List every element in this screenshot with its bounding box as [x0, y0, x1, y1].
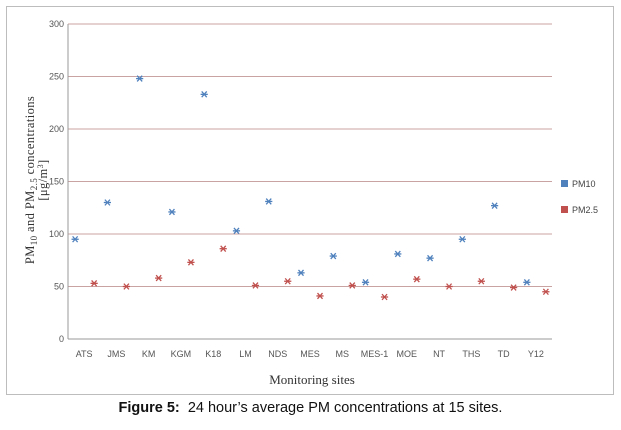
- point-pm25: [542, 289, 549, 295]
- x-tick-label: K18: [205, 349, 221, 359]
- grid: [68, 24, 552, 339]
- legend-label-pm10: PM10: [572, 179, 596, 189]
- x-axis-label: Monitoring sites: [269, 372, 355, 387]
- x-tick-label: JMS: [107, 349, 125, 359]
- point-pm25: [316, 293, 323, 299]
- y-tick-label: 250: [49, 72, 64, 82]
- point-pm10: [426, 255, 433, 261]
- point-pm25: [220, 246, 227, 252]
- y-axis-label-line2: [μg/m3]: [36, 159, 50, 200]
- x-tick-label: MOE: [397, 349, 418, 359]
- y-tick-label: 0: [59, 334, 64, 344]
- caption-text: 24 hour’s average PM concentrations at 1…: [188, 400, 503, 416]
- x-tick-label: MES: [300, 349, 320, 359]
- point-pm10: [330, 253, 337, 259]
- point-pm10: [201, 91, 208, 97]
- point-pm25: [284, 278, 291, 284]
- point-pm10: [523, 279, 530, 285]
- x-tick-label: MES-1: [361, 349, 389, 359]
- point-pm25: [187, 259, 194, 265]
- point-pm10: [104, 200, 111, 206]
- point-pm10: [72, 236, 79, 242]
- legend-label-pm25: PM2.5: [572, 205, 598, 215]
- x-tick-label: KGM: [171, 349, 192, 359]
- y-tick-label: 150: [49, 177, 64, 187]
- point-pm25: [252, 283, 259, 289]
- x-tick-label: LM: [239, 349, 252, 359]
- legend-swatch-pm25: [561, 206, 568, 213]
- caption-label: Figure 5:: [119, 400, 180, 416]
- point-pm10: [297, 270, 304, 276]
- point-pm25: [510, 285, 517, 291]
- point-pm10: [233, 228, 240, 234]
- point-pm10: [265, 199, 272, 205]
- legend: PM10 PM2.5: [561, 179, 598, 215]
- x-tick-label: NDS: [268, 349, 287, 359]
- point-pm25: [349, 283, 356, 289]
- y-tick-label: 200: [49, 124, 64, 134]
- x-tick-label: TD: [498, 349, 510, 359]
- x-tick-label: KM: [142, 349, 156, 359]
- point-pm25: [445, 284, 452, 290]
- point-pm10: [168, 209, 175, 215]
- x-tick-label: MS: [336, 349, 350, 359]
- legend-swatch-pm10: [561, 180, 568, 187]
- y-tick-label: 100: [49, 229, 64, 239]
- point-pm25: [478, 278, 485, 284]
- point-pm10: [394, 251, 401, 257]
- point-pm25: [381, 294, 388, 300]
- point-pm10: [459, 236, 466, 242]
- y-tick-label: 50: [54, 282, 64, 292]
- x-tick-label: Y12: [528, 349, 544, 359]
- x-axis-ticks: ATS JMS KM KGM K18 LM NDS MES MS MES-1 MOE NT THS TD Y…: [76, 349, 544, 359]
- y-axis-ticks: 0 50 100 150 200 250 300: [49, 19, 64, 344]
- x-tick-label: NT: [433, 349, 445, 359]
- point-pm25: [91, 280, 98, 286]
- chart: 0 50 100 150 200 250 300 ATS JMS KM KGM K18 LM NDS ME…: [0, 0, 621, 398]
- point-pm25: [123, 284, 130, 290]
- figure-caption: Figure 5: 24 hour’s average PM concentra…: [0, 400, 621, 416]
- y-tick-label: 300: [49, 19, 64, 29]
- point-pm10: [491, 203, 498, 209]
- y-axis-label: PM10 and PM2.5 concentrations [μg/m3]: [23, 96, 50, 264]
- point-pm10: [362, 279, 369, 285]
- x-tick-label: ATS: [76, 349, 93, 359]
- point-pm25: [155, 275, 162, 281]
- x-tick-label: THS: [462, 349, 480, 359]
- point-pm25: [413, 276, 420, 282]
- data-points: [72, 76, 550, 300]
